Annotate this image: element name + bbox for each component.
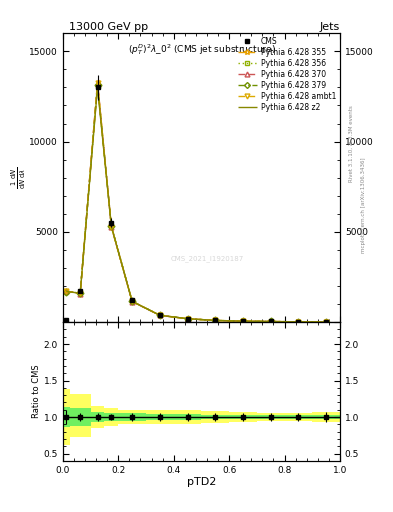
Pythia 6.428 356 (130, 298, 134, 304)
Pythia 6.428 355 (268, 318, 273, 325)
Pythia 6.428 356 (324, 319, 329, 325)
Pythia 6.428 z2 (241, 318, 245, 324)
Line: Pythia 6.428 355: Pythia 6.428 355 (64, 81, 329, 324)
Pythia 6.428 379 (78, 290, 83, 296)
Pythia 6.428 370 (130, 298, 134, 305)
Pythia 6.428 370 (296, 319, 301, 325)
Pythia 6.428 355 (213, 317, 218, 324)
Pythia 6.428 ambt1 (109, 224, 114, 230)
Pythia 6.428 ambt1 (324, 319, 329, 325)
Line: Pythia 6.428 ambt1: Pythia 6.428 ambt1 (64, 80, 329, 325)
Pythia 6.428 ambt1 (241, 318, 245, 324)
Line: Pythia 6.428 370: Pythia 6.428 370 (64, 79, 329, 325)
Pythia 6.428 z2 (109, 223, 114, 229)
Pythia 6.428 356 (64, 289, 69, 295)
Pythia 6.428 379 (268, 318, 273, 325)
Pythia 6.428 370 (64, 288, 69, 294)
Pythia 6.428 z2 (78, 290, 83, 296)
Pythia 6.428 379 (213, 317, 218, 324)
Pythia 6.428 355 (64, 288, 69, 294)
Pythia 6.428 379 (324, 319, 329, 325)
Pythia 6.428 370 (241, 318, 245, 324)
Pythia 6.428 z2 (158, 312, 162, 318)
Pythia 6.428 379 (185, 315, 190, 322)
Pythia 6.428 356 (268, 318, 273, 325)
Text: Rivet 3.1.10, ≥ 3.3M events: Rivet 3.1.10, ≥ 3.3M events (349, 105, 354, 182)
Pythia 6.428 379 (130, 298, 134, 304)
Pythia 6.428 379 (64, 289, 69, 295)
Pythia 6.428 356 (78, 290, 83, 296)
Pythia 6.428 370 (95, 79, 100, 85)
Text: Jets: Jets (320, 22, 340, 32)
Text: CMS_2021_I1920187: CMS_2021_I1920187 (170, 255, 244, 262)
Pythia 6.428 355 (78, 290, 83, 296)
Pythia 6.428 379 (296, 319, 301, 325)
Line: Pythia 6.428 z2: Pythia 6.428 z2 (66, 88, 326, 322)
Pythia 6.428 370 (268, 318, 273, 325)
Pythia 6.428 355 (241, 318, 245, 324)
Pythia 6.428 356 (296, 319, 301, 325)
Pythia 6.428 355 (324, 319, 329, 325)
Pythia 6.428 356 (213, 317, 218, 324)
Pythia 6.428 ambt1 (95, 80, 100, 86)
Pythia 6.428 356 (158, 312, 162, 318)
Pythia 6.428 379 (241, 318, 245, 324)
Pythia 6.428 356 (95, 82, 100, 89)
Pythia 6.428 356 (109, 223, 114, 229)
Line: Pythia 6.428 356: Pythia 6.428 356 (64, 83, 329, 324)
Pythia 6.428 370 (185, 316, 190, 322)
Text: 13000 GeV pp: 13000 GeV pp (69, 22, 148, 32)
Pythia 6.428 370 (213, 317, 218, 324)
Y-axis label: $\frac{1}{\mathrm{d}N}\frac{\mathrm{d}N}{\mathrm{d}\lambda}$: $\frac{1}{\mathrm{d}N}\frac{\mathrm{d}N}… (10, 167, 28, 189)
Pythia 6.428 370 (158, 312, 162, 318)
Pythia 6.428 370 (109, 224, 114, 230)
Pythia 6.428 355 (130, 298, 134, 305)
Pythia 6.428 ambt1 (185, 316, 190, 322)
Pythia 6.428 z2 (268, 318, 273, 325)
Pythia 6.428 370 (78, 290, 83, 296)
Pythia 6.428 ambt1 (158, 312, 162, 318)
Pythia 6.428 355 (185, 315, 190, 322)
Pythia 6.428 355 (109, 223, 114, 229)
Pythia 6.428 355 (95, 81, 100, 87)
Pythia 6.428 356 (185, 315, 190, 322)
Pythia 6.428 ambt1 (78, 290, 83, 296)
Pythia 6.428 z2 (324, 319, 329, 325)
Pythia 6.428 379 (95, 81, 100, 88)
Pythia 6.428 ambt1 (64, 288, 69, 294)
Pythia 6.428 ambt1 (296, 319, 301, 325)
Y-axis label: Ratio to CMS: Ratio to CMS (32, 365, 41, 418)
Pythia 6.428 356 (241, 318, 245, 324)
Pythia 6.428 ambt1 (130, 298, 134, 305)
Pythia 6.428 370 (324, 319, 329, 325)
Pythia 6.428 z2 (130, 298, 134, 305)
Line: Pythia 6.428 379: Pythia 6.428 379 (64, 82, 329, 324)
Pythia 6.428 z2 (213, 317, 218, 324)
Pythia 6.428 379 (158, 312, 162, 318)
Pythia 6.428 z2 (185, 315, 190, 322)
X-axis label: pTD2: pTD2 (187, 477, 216, 487)
Text: mcplots.cern.ch [arXiv:1306.3436]: mcplots.cern.ch [arXiv:1306.3436] (361, 157, 366, 252)
Pythia 6.428 z2 (95, 84, 100, 91)
Pythia 6.428 379 (109, 223, 114, 229)
Text: $(p_T^D)^2\lambda\_0^2$ (CMS jet substructure): $(p_T^D)^2\lambda\_0^2$ (CMS jet substru… (127, 42, 275, 57)
Legend: CMS, Pythia 6.428 355, Pythia 6.428 356, Pythia 6.428 370, Pythia 6.428 379, Pyt: CMS, Pythia 6.428 355, Pythia 6.428 356,… (238, 37, 336, 112)
Pythia 6.428 ambt1 (268, 318, 273, 325)
Pythia 6.428 z2 (296, 319, 301, 325)
Pythia 6.428 ambt1 (213, 317, 218, 324)
Pythia 6.428 355 (158, 312, 162, 318)
Pythia 6.428 z2 (64, 288, 69, 294)
Pythia 6.428 355 (296, 319, 301, 325)
